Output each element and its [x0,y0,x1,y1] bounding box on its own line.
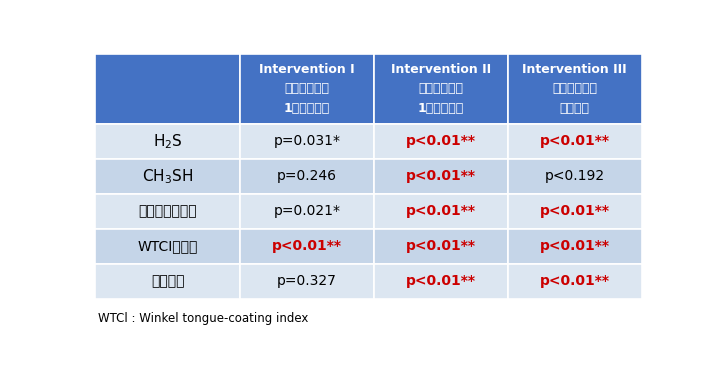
Bar [240,194,374,229]
Text: p=0.327: p=0.327 [277,274,337,288]
Text: 1時間後測定: 1時間後測定 [418,102,464,115]
Text: p<0.01**: p<0.01** [540,134,610,148]
Text: p<0.01**: p<0.01** [406,134,476,148]
Text: 1時間後測定: 1時間後測定 [284,102,330,115]
Bar [508,159,641,194]
Bar [374,124,508,159]
Bar [96,263,240,299]
Bar [240,159,374,194]
Bar [508,124,641,159]
Bar [240,124,374,159]
Text: p=0.246: p=0.246 [277,169,337,183]
Bar [508,229,641,263]
Bar [240,54,374,124]
Text: p<0.01**: p<0.01** [540,204,610,218]
Text: p<0.192: p<0.192 [544,169,605,183]
Text: 総細菌数: 総細菌数 [151,274,185,288]
Bar [508,54,641,124]
Bar [96,159,240,194]
Bar [374,54,508,124]
Text: WTCI（注）: WTCI（注） [137,239,198,253]
Bar [374,159,508,194]
Bar [374,229,508,263]
Text: p<0.01**: p<0.01** [406,169,476,183]
Bar [96,124,240,159]
Text: p=0.031*: p=0.031* [273,134,341,148]
Text: p<0.01**: p<0.01** [406,274,476,288]
Bar [508,194,641,229]
Text: H$_2$S: H$_2$S [153,132,183,150]
Bar [374,263,508,299]
Text: Intervention II: Intervention II [391,63,491,76]
Text: キウイ錠介入: キウイ錠介入 [552,82,597,95]
Text: p<0.01**: p<0.01** [540,239,610,253]
Bar [374,194,508,229]
Text: p<0.01**: p<0.01** [272,239,342,253]
Text: p<0.01**: p<0.01** [540,274,610,288]
Text: 揮発性硫黄物質: 揮発性硫黄物質 [139,204,197,218]
Text: p<0.01**: p<0.01** [406,204,476,218]
Text: p=0.021*: p=0.021* [273,204,341,218]
Text: Intervention III: Intervention III [522,63,627,76]
Bar [96,194,240,229]
Bar [240,263,374,299]
Text: CH$_3$SH: CH$_3$SH [142,167,193,186]
Text: 翌日測定: 翌日測定 [559,102,590,115]
Text: Intervention I: Intervention I [260,63,355,76]
Bar [96,54,240,124]
Bar [508,263,641,299]
Bar [96,229,240,263]
Text: p<0.01**: p<0.01** [406,239,476,253]
Text: WTCl : Winkel tongue-coating index: WTCl : Winkel tongue-coating index [99,313,308,325]
Text: キウイ錠介入: キウイ錠介入 [418,82,463,95]
Bar [240,229,374,263]
Text: 舌ブラシ介入: 舌ブラシ介入 [285,82,329,95]
